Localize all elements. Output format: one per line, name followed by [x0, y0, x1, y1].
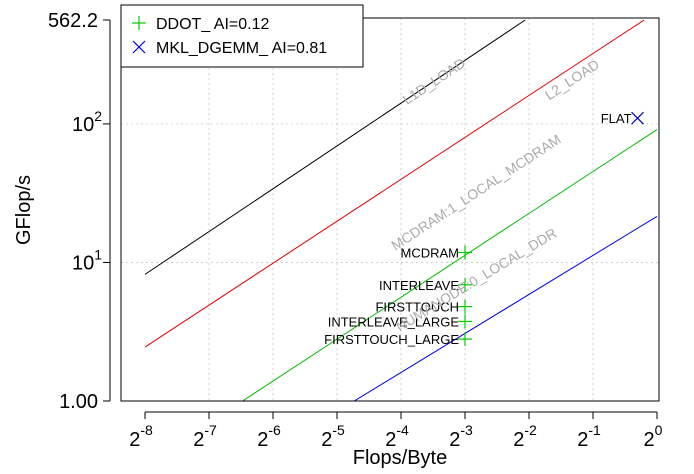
plot-frame [120, 17, 660, 402]
x-tick-label: 2-1 [577, 422, 601, 451]
point-marker-b [631, 111, 644, 125]
x-tick-label: 2-7 [193, 422, 217, 451]
y-tick-base: 562.2 [48, 10, 98, 32]
data-point: INTERLEAVE [379, 277, 472, 293]
x-tick-exponent: -3 [460, 422, 473, 438]
x-tick-exponent: -2 [524, 422, 537, 438]
x-tick-exponent: -4 [396, 422, 409, 438]
x-tick-base: 2 [513, 429, 524, 451]
y-tick-label: 102 [72, 108, 102, 136]
x-tick-exponent: -5 [332, 422, 345, 438]
x-tick-base: 2 [321, 429, 332, 451]
x-tick-base: 2 [193, 429, 204, 451]
x-tick-base: 2 [129, 429, 140, 451]
x-axis-label: Flops/Byte [353, 447, 447, 469]
legend-label: DDOT_ AI=0.12 [156, 16, 269, 33]
data-point: MCDRAM [401, 245, 472, 260]
y-tick-base: 1.00 [59, 391, 98, 413]
x-tick-exponent: -1 [588, 422, 601, 438]
y-tick-label: 562.2 [48, 10, 98, 32]
roofline-group [144, 19, 658, 401]
x-tick-exponent: 0 [655, 422, 663, 438]
point-label: FIRSTTOUCH [375, 300, 459, 315]
roof-line [144, 19, 645, 348]
grid-lines [121, 18, 659, 401]
x-tick-base: 2 [385, 429, 396, 451]
legend-entry: MKL_DGEMM_ AI=0.81 [132, 40, 327, 57]
plot-background [121, 18, 659, 401]
x-tick-label: 2-4 [385, 422, 409, 451]
legend-label: MKL_DGEMM_ AI=0.81 [156, 40, 327, 57]
x-tick-base: 2 [577, 429, 588, 451]
x-tick-label: 20 [644, 422, 663, 451]
x-tick-exponent: -7 [204, 422, 217, 438]
y-tick-base: 10 [72, 114, 94, 136]
roof-line [144, 19, 526, 275]
roof-line [353, 215, 658, 401]
point-label: FLAT [601, 111, 632, 126]
x-axis: 2-8 2-7 2-6 2-5 2-4 2-3 2-2 2-1 20 [129, 411, 663, 451]
data-point: FIRSTTOUCH [375, 299, 472, 315]
y-tick-exponent: 1 [94, 246, 102, 262]
point-label: INTERLEAVE_LARGE [328, 314, 460, 329]
x-tick-label: 2-3 [449, 422, 473, 451]
y-tick-label: 1.00 [59, 391, 98, 413]
y-axis-label: GFlop/s [13, 175, 35, 245]
y-tick-exponent: 2 [94, 108, 102, 124]
data-point: FIRSTTOUCH_LARGE [324, 332, 472, 347]
x-tick-label: 2-5 [321, 422, 345, 451]
point-label: MCDRAM [401, 245, 460, 260]
x-tick-base: 2 [257, 429, 268, 451]
x-tick-label: 2-2 [513, 422, 537, 451]
plot-area: MCDRAM INTERLEAVE FIRSTTOUCHINTERLEAVE_LAR… [120, 17, 660, 402]
legend-box [120, 4, 364, 68]
x-tick-label: 2-8 [129, 422, 153, 451]
x-tick-base: 2 [449, 429, 460, 451]
roof-line [241, 129, 658, 401]
legend-entry: DDOT_ AI=0.12 [132, 16, 269, 33]
legend: DDOT_ AI=0.12 MKL_DGEMM_ AI=0.81 [120, 4, 364, 68]
x-tick-label: 2-6 [257, 422, 281, 451]
y-tick-base: 10 [72, 252, 94, 274]
point-label: FIRSTTOUCH_LARGE [324, 332, 459, 347]
data-points-group: MCDRAM INTERLEAVE FIRSTTOUCHINTERLEAVE_LAR… [324, 111, 644, 347]
x-tick-exponent: -6 [268, 422, 281, 438]
point-label: INTERLEAVE [379, 278, 459, 293]
x-tick-exponent: -8 [140, 422, 153, 438]
y-tick-label: 101 [72, 246, 102, 274]
data-point: FLAT [601, 111, 644, 126]
data-point: INTERLEAVE_LARGE [328, 314, 472, 329]
legend-marker-b [132, 40, 146, 54]
x-tick-base: 2 [644, 429, 655, 451]
